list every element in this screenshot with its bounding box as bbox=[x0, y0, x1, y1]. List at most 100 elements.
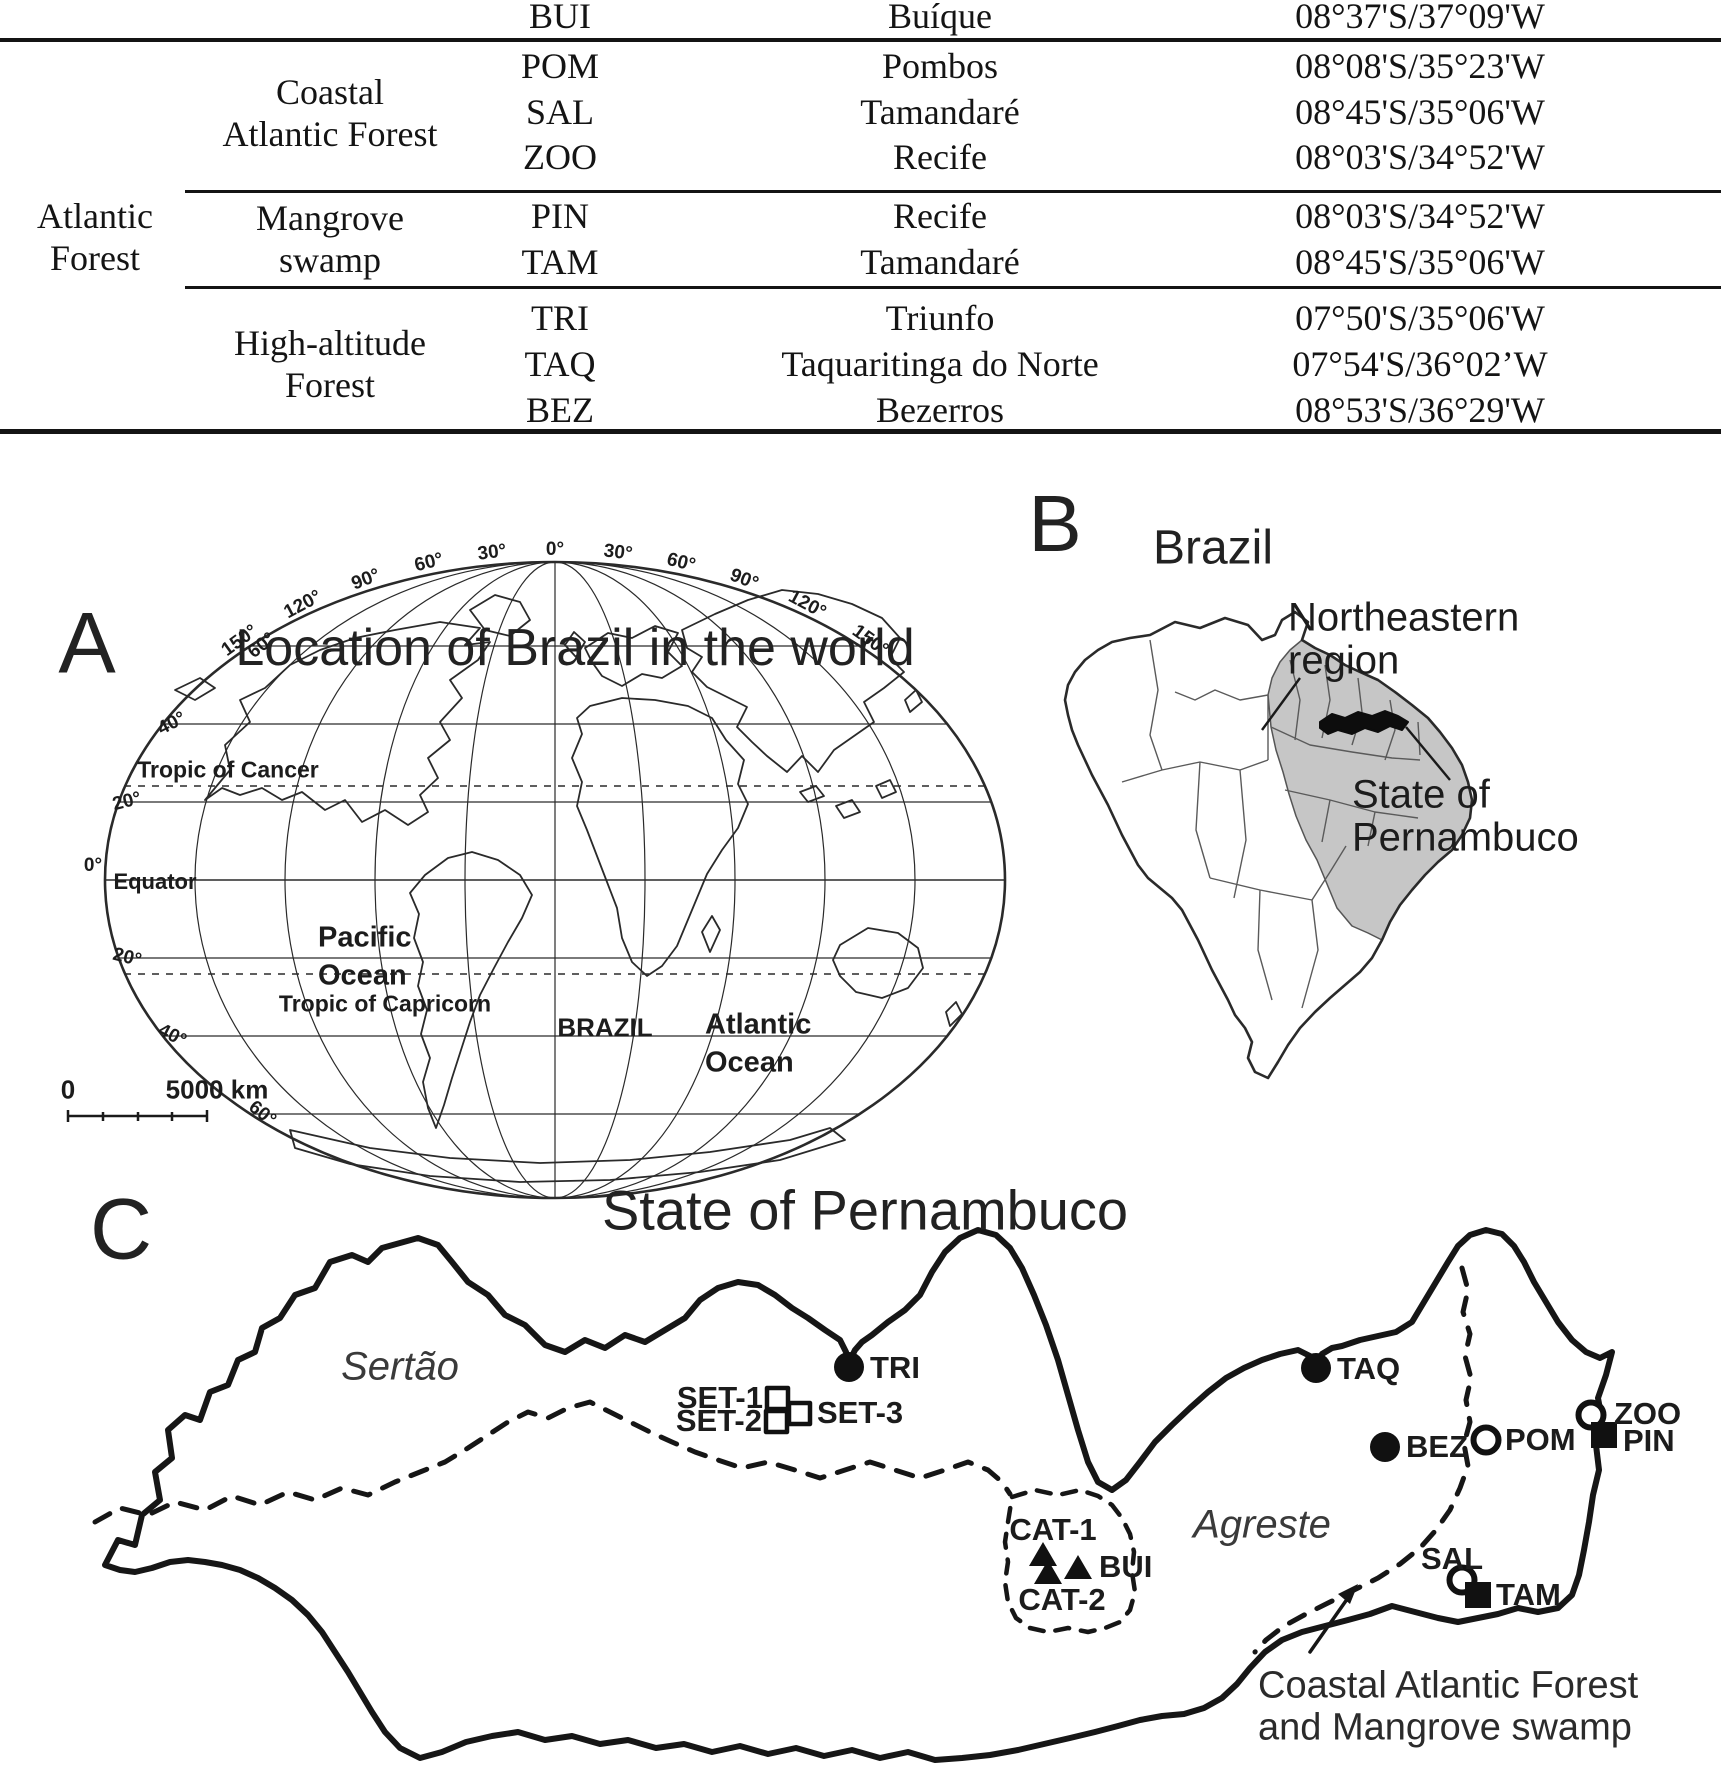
site-locality: Taquaritinga do Norte bbox=[781, 344, 1099, 384]
habitat-label: Mangrove bbox=[256, 198, 404, 238]
site-code: TAQ bbox=[524, 344, 596, 384]
panel-a-letter: A bbox=[58, 595, 118, 692]
alaska bbox=[174, 677, 216, 701]
new-zealand bbox=[945, 1001, 963, 1027]
habitat-label: Atlantic Forest bbox=[222, 114, 438, 154]
site-label-POM: POM bbox=[1505, 1422, 1576, 1457]
cat-enclave-boundary bbox=[1002, 1487, 1138, 1635]
site-label-SET-2: SET-2 bbox=[675, 1403, 762, 1438]
atlantic-ocean-label: Atlantic bbox=[705, 1008, 812, 1041]
site-code: PIN bbox=[530, 196, 590, 236]
site-locality: Bezerros bbox=[876, 390, 1004, 430]
table-rule-mid-1 bbox=[185, 190, 1721, 193]
habitat-label: Forest bbox=[285, 365, 375, 405]
site-locality: Pombos bbox=[881, 46, 999, 86]
pacific-ocean-label: Ocean bbox=[318, 959, 407, 992]
region-label-sertao: Sertão bbox=[341, 1344, 459, 1389]
site-label-CAT-1: CAT-1 bbox=[1009, 1512, 1097, 1547]
site-label-ZOO: ZOO bbox=[1614, 1396, 1682, 1431]
pacific-ocean-label: Pacific bbox=[318, 921, 412, 954]
brazil-map bbox=[1063, 610, 1474, 1080]
site-coordinates: 08°03'S/34°52'W bbox=[1295, 137, 1545, 177]
scale-max-label: 5000 km bbox=[165, 1074, 269, 1105]
site-marker-PIN bbox=[1591, 1422, 1617, 1448]
panel-b-letter: B bbox=[1028, 479, 1084, 568]
continent-outlines bbox=[174, 589, 963, 1183]
biome-label: Forest bbox=[50, 238, 140, 278]
site-locality: Recife bbox=[893, 137, 987, 177]
brazil-outline bbox=[1063, 610, 1474, 1080]
site-locality: Tamandaré bbox=[860, 92, 1020, 132]
site-label-PIN: PIN bbox=[1623, 1423, 1675, 1458]
table-rule-mid-2 bbox=[185, 286, 1721, 289]
site-marker-POM bbox=[1470, 1424, 1502, 1456]
scale-bar bbox=[66, 1110, 209, 1122]
pernambuco-map bbox=[92, 1227, 1617, 1763]
site-code: POM bbox=[520, 46, 600, 86]
coastal-annotation: and Mangrove swamp bbox=[1258, 1706, 1632, 1749]
northeastern-region-label: Northeastern bbox=[1288, 595, 1520, 640]
region-label-agreste: Agreste bbox=[1193, 1502, 1331, 1547]
site-code: TAM bbox=[521, 242, 599, 282]
tropic-of-cancer-label: Tropic of Cancer bbox=[137, 756, 319, 783]
equator-degree-label: 0° bbox=[83, 855, 103, 876]
site-marker-TRI bbox=[834, 1352, 864, 1382]
panel-c-letter: C bbox=[89, 1181, 155, 1278]
equator-label: Equator bbox=[113, 869, 197, 894]
pernambuco-state-shape bbox=[1319, 710, 1409, 735]
site-coordinates: 07°50'S/35°06'W bbox=[1295, 298, 1545, 338]
site-marker-TAM bbox=[1465, 1582, 1491, 1608]
site-marker-CAT-2 bbox=[1034, 1560, 1062, 1584]
site-locality: Recife bbox=[893, 196, 987, 236]
island-3 bbox=[875, 779, 897, 799]
site-code: TRI bbox=[531, 298, 589, 338]
table-rule-top bbox=[0, 38, 1721, 42]
site-label-SET-1: SET-1 bbox=[676, 1380, 763, 1415]
site-marker-BUI bbox=[1064, 1555, 1092, 1579]
site-markers bbox=[763, 1352, 1617, 1608]
site-coordinates: 08°03'S/34°52'W bbox=[1295, 196, 1545, 236]
panel-b-title: Brazil bbox=[1152, 521, 1274, 575]
panel-c-title: State of Pernambuco bbox=[601, 1178, 1129, 1242]
site-label-TRI: TRI bbox=[870, 1350, 920, 1385]
south-america bbox=[409, 851, 533, 1129]
state-of-pernambuco-label: Pernambuco bbox=[1352, 815, 1579, 860]
greenland bbox=[469, 594, 531, 637]
pernambuco-outline bbox=[102, 1227, 1615, 1763]
northeastern-region-label: region bbox=[1288, 638, 1400, 683]
panel-a-title: Location of Brazil in the world bbox=[235, 619, 915, 677]
japan bbox=[904, 689, 923, 713]
leader-line-pernambuco bbox=[1405, 726, 1451, 781]
site-coordinates: 08°08'S/35°23'W bbox=[1295, 46, 1545, 86]
madagascar bbox=[701, 915, 721, 953]
site-coordinates: 08°53'S/36°29'W bbox=[1295, 390, 1545, 430]
site-label-BEZ: BEZ bbox=[1406, 1429, 1468, 1464]
site-label-BUI: BUI bbox=[1099, 1549, 1153, 1584]
australia bbox=[832, 927, 924, 999]
biome-label: Atlantic bbox=[37, 196, 153, 236]
site-coordinates: 07°54'S/36°02’W bbox=[1292, 344, 1548, 384]
british-isles bbox=[564, 631, 586, 658]
parallels bbox=[105, 645, 1005, 1115]
state-of-pernambuco-label: State of bbox=[1352, 772, 1490, 817]
site-marker-BEZ bbox=[1370, 1432, 1400, 1462]
site-label-CAT-2: CAT-2 bbox=[1018, 1582, 1106, 1617]
coastal-annotation: Coastal Atlantic Forest bbox=[1258, 1664, 1639, 1707]
habitat-label: swamp bbox=[279, 240, 381, 280]
europe bbox=[584, 625, 683, 687]
annotation-arrow-line bbox=[1308, 1593, 1352, 1654]
world-map bbox=[66, 560, 1007, 1200]
table-rule-bottom bbox=[0, 429, 1721, 434]
site-label-SAL: SAL bbox=[1421, 1541, 1483, 1576]
asia bbox=[681, 589, 905, 773]
site-marker-TAQ bbox=[1301, 1353, 1331, 1383]
site-marker-CAT-1 bbox=[1029, 1542, 1057, 1566]
habitat-label: Coastal bbox=[276, 72, 384, 112]
site-label-TAM: TAM bbox=[1496, 1577, 1561, 1612]
island-1 bbox=[799, 785, 825, 803]
